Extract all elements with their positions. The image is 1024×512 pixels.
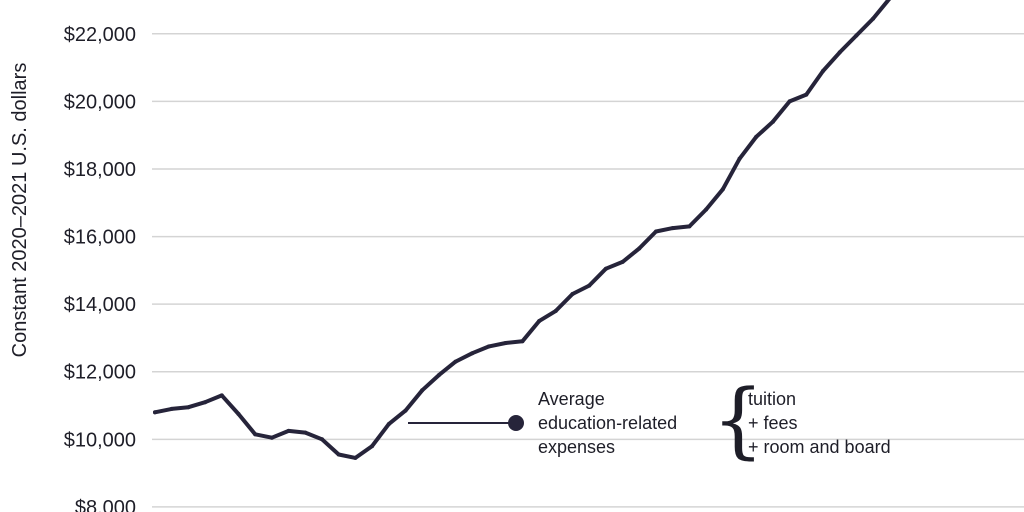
data-point <box>587 283 592 288</box>
y-tick-label: $22,000 <box>64 24 136 46</box>
y-tick-label: $16,000 <box>64 227 136 249</box>
data-point <box>754 134 759 139</box>
data-point <box>520 339 525 344</box>
data-point <box>720 187 725 192</box>
data-point <box>787 99 792 104</box>
annotation-component-3: + room and board <box>748 437 891 457</box>
y-axis-title: Constant 2020–2021 U.S. dollars <box>9 63 31 358</box>
y-tick-label: $18,000 <box>64 159 136 181</box>
data-point <box>570 292 575 296</box>
data-point <box>670 226 675 231</box>
data-point <box>770 119 775 124</box>
data-point <box>303 430 308 435</box>
data-point <box>854 33 859 38</box>
data-point <box>420 388 425 393</box>
y-tick-label: $14,000 <box>64 294 136 316</box>
data-point <box>737 156 742 161</box>
data-point <box>871 16 876 21</box>
data-point <box>804 92 809 97</box>
data-point <box>837 50 842 55</box>
data-point <box>603 266 608 271</box>
data-point <box>503 341 508 345</box>
data-point <box>821 69 825 73</box>
y-tick-label: $20,000 <box>64 91 136 113</box>
data-point <box>453 359 458 364</box>
y-axis-ticks: $8,000 $10,000 $12,000 $14,000 $16,000 $18,00… <box>64 24 136 512</box>
data-point <box>620 259 625 264</box>
data-point <box>537 319 542 324</box>
gridlines <box>152 33 1024 508</box>
data-point <box>436 373 441 378</box>
series-layer <box>153 0 891 460</box>
data-point <box>169 406 174 411</box>
data-point <box>403 408 408 413</box>
data-point <box>219 393 224 398</box>
y-tick-label: $8,000 <box>75 497 136 512</box>
data-point <box>236 412 241 416</box>
annotation-component-2: + fees <box>748 413 798 433</box>
data-point <box>269 435 274 440</box>
annotation-marker <box>508 415 524 431</box>
data-point <box>353 455 358 460</box>
data-point <box>336 452 341 457</box>
data-point <box>320 437 324 442</box>
data-point <box>253 432 258 437</box>
data-point <box>470 351 475 356</box>
data-point <box>386 422 391 427</box>
data-point <box>370 444 375 449</box>
data-point <box>704 207 709 212</box>
data-point <box>487 344 491 349</box>
y-tick-label: $12,000 <box>64 362 136 384</box>
y-tick-label: $10,000 <box>64 429 136 451</box>
brace-icon: { <box>712 373 764 468</box>
annotation-component-1: tuition <box>748 389 796 409</box>
data-point <box>186 405 191 410</box>
data-point <box>553 308 558 313</box>
data-point <box>153 410 157 415</box>
data-point <box>654 229 658 234</box>
data-point <box>637 246 642 251</box>
data-point <box>687 224 692 229</box>
data-point <box>286 428 291 433</box>
annotation-label-line-1: Average <box>538 389 605 409</box>
annotation-label-line-2: education-related <box>538 413 677 433</box>
data-point <box>203 400 208 405</box>
annotation-label-line-3: expenses <box>538 437 615 457</box>
annotation: Average education-related expenses { tui… <box>408 373 891 468</box>
